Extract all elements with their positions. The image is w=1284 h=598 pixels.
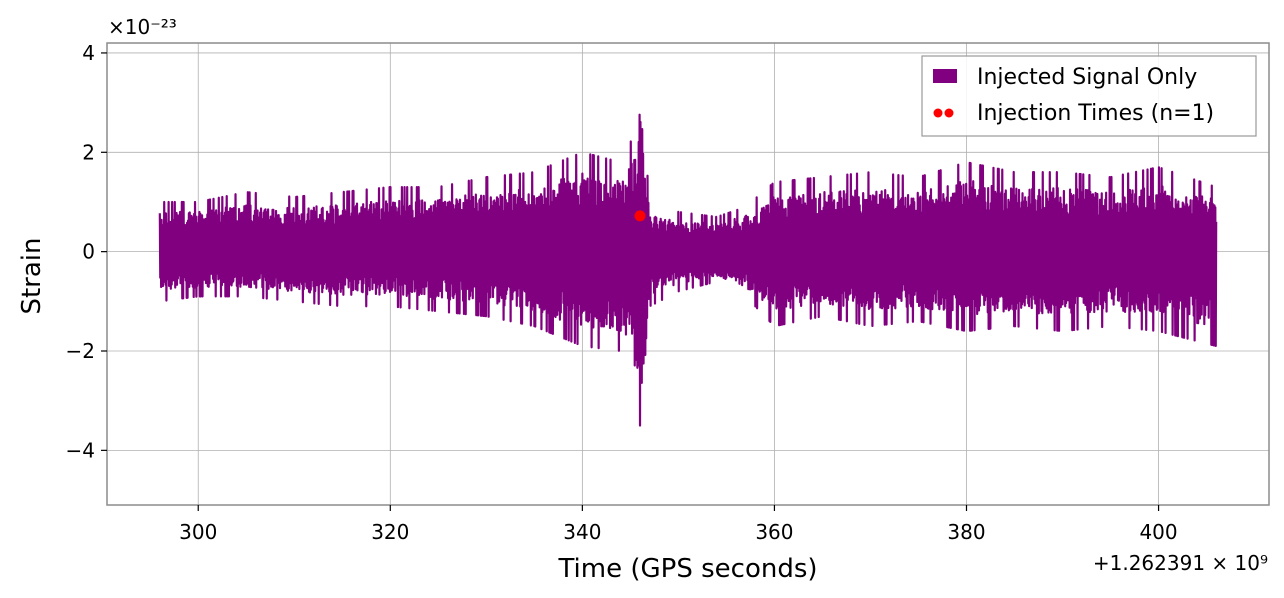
x-tick-label: 340 <box>563 520 601 544</box>
injected-signal-series <box>158 113 1218 427</box>
y-tick-label: −4 <box>66 438 95 462</box>
x-tick-label: 360 <box>755 520 793 544</box>
axis-ticks: 300 320 340 360 380 400 4 2 0 −2 −4 <box>66 41 1178 544</box>
legend-label-injection-times: Injection Times (n=1) <box>977 101 1214 126</box>
y-tick-label: 2 <box>82 140 95 164</box>
x-axis-label: Time (GPS seconds) <box>557 554 817 584</box>
legend-box <box>921 55 1257 137</box>
injection-time-point <box>634 210 646 222</box>
legend-swatch-injected-signal <box>933 69 957 83</box>
y-tick-label: 0 <box>82 240 95 264</box>
legend-label-injected-signal: Injected Signal Only <box>977 65 1197 90</box>
y-tick-label: 4 <box>82 41 95 65</box>
y-multiplier-label: ×10⁻²³ <box>108 15 177 39</box>
legend: Injected Signal Only Injection Times (n=… <box>921 55 1257 137</box>
signal-line <box>158 113 1218 427</box>
x-tick-label: 400 <box>1139 520 1177 544</box>
legend-marker-injection-dot <box>933 108 943 118</box>
x-tick-label: 320 <box>371 520 409 544</box>
x-tick-label: 380 <box>947 520 985 544</box>
x-tick-label: 300 <box>179 520 217 544</box>
y-axis-label: Strain <box>17 237 47 314</box>
injection-times-series <box>634 210 646 222</box>
y-tick-label: −2 <box>66 339 95 363</box>
plot-frame <box>106 42 1270 506</box>
legend-marker-injection-dot <box>944 108 954 118</box>
x-offset-label: +1.262391 × 10⁹ <box>1093 551 1268 575</box>
